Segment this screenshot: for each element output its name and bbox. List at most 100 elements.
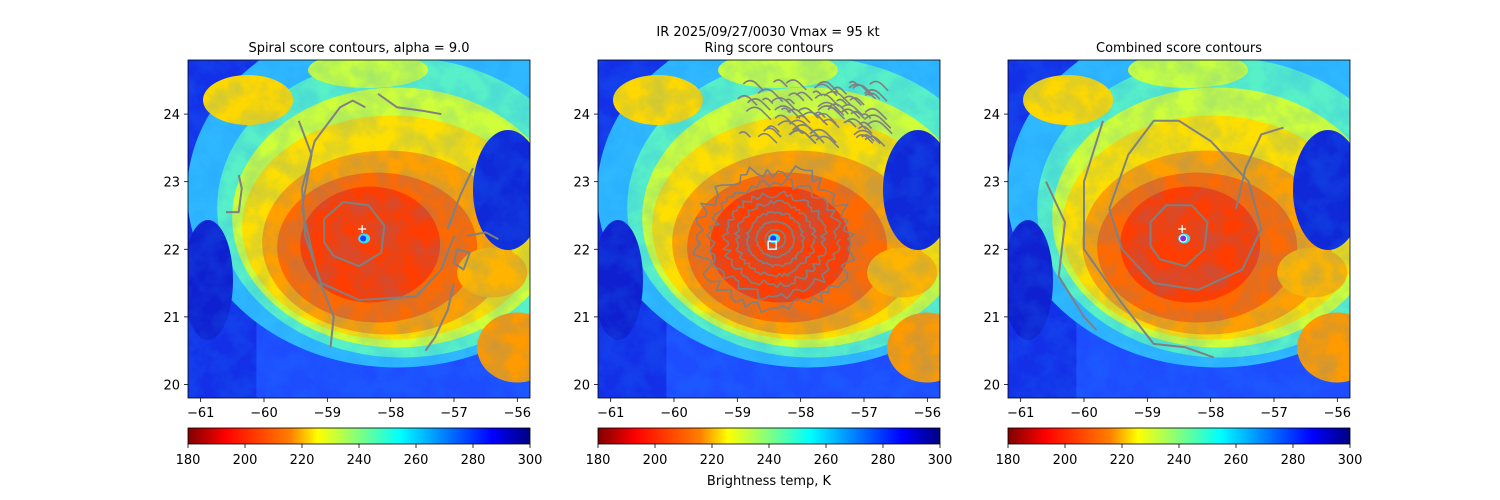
y-tick-label: 21 (573, 311, 590, 326)
ring-contour-fragment (814, 93, 840, 107)
colorbar-tick-label: 260 (814, 453, 839, 468)
x-tick-label: −61 (597, 406, 624, 421)
axes-frame (1007, 59, 1351, 399)
ring-center-square-marker (767, 240, 777, 250)
y-tick-label: 23 (983, 176, 1000, 191)
ring-contour-fragment (855, 134, 874, 144)
contour-line (1045, 181, 1098, 332)
ring-contour-fragment (848, 83, 872, 96)
y-tick-label: 20 (163, 378, 180, 393)
ring-contour-fragment (848, 80, 860, 87)
ring-contour-fragment (857, 125, 873, 134)
colorbar-tick-label: 180 (586, 453, 611, 468)
ring-contour-fragment (827, 103, 849, 115)
colorbar-tick-label: 240 (757, 453, 782, 468)
y-tick-label: 21 (163, 311, 180, 326)
panel-2: Ring score contours −61 −60 −59 −58 −57 −56 20 2… (573, 41, 952, 468)
contour-line (424, 282, 455, 352)
ring-contour-fragment (795, 115, 811, 124)
ring-contour-fragment (809, 128, 837, 144)
ring-contour-fragment (844, 118, 867, 130)
ring-contour-fragment (774, 114, 794, 125)
colorbar (1007, 427, 1351, 445)
y-tick-label: 21 (983, 311, 1000, 326)
ring-contour-fragment (773, 79, 788, 88)
x-tick-label: −58 (377, 406, 404, 421)
contour-line (1235, 126, 1284, 209)
x-tick-label: −59 (724, 406, 751, 421)
colorbar-label: Brightness temp, K (707, 474, 832, 489)
ring-contour-fragment (858, 121, 873, 129)
x-tick-label: −57 (1260, 406, 1287, 421)
brightness-temp-image (188, 60, 530, 398)
ring-contour-fragment (793, 124, 821, 139)
ring-contour (764, 228, 787, 250)
ring-contour-fragment (863, 89, 888, 102)
ring-contour-fragment (788, 129, 817, 145)
x-tick-label: −59 (1134, 406, 1161, 421)
contour-line (446, 167, 474, 230)
x-tick-label: −56 (504, 406, 531, 421)
ring-contour-fragment (771, 97, 796, 110)
y-tick-label: 23 (573, 176, 590, 191)
x-tick-label: −60 (1070, 406, 1097, 421)
ring-contour-fragment (864, 93, 877, 100)
x-tick-label: −57 (440, 406, 467, 421)
ring-contour (692, 165, 856, 314)
x-tick-label: −57 (850, 406, 877, 421)
y-tick-label: 22 (983, 243, 1000, 258)
colorbar-tick-label: 200 (643, 453, 668, 468)
colorbar-tick-label: 260 (404, 453, 429, 468)
ring-contour-fragment (815, 135, 840, 149)
ring-contour-fragment (785, 79, 807, 91)
ring-contour-fragment (850, 110, 865, 119)
contours (226, 92, 499, 352)
x-tick-label: −61 (1007, 406, 1034, 421)
axes-frame (187, 59, 531, 399)
ring-contour-fragment (853, 129, 881, 145)
x-tick-label: −58 (1197, 406, 1224, 421)
ring-contour-fragment (737, 94, 758, 106)
panel-title: Spiral score contours, alpha = 9.0 (248, 41, 469, 56)
colorbar-tick-label: 280 (871, 453, 896, 468)
colorbar-tick-label: 220 (1110, 453, 1135, 468)
axes-frame (597, 59, 941, 399)
contour-line (226, 174, 243, 214)
ring-contour-fragment (788, 92, 805, 102)
colorbar-tick-label: 280 (1281, 453, 1306, 468)
ring-contour-fragment (815, 112, 837, 125)
x-tick-label: −60 (250, 406, 277, 421)
first-guess-cross-marker (1178, 225, 1187, 233)
colorbar-tick-label: 220 (290, 453, 315, 468)
ring-contour-fragment (742, 79, 765, 92)
brightness-temp-image (598, 60, 940, 398)
contour-line (1083, 120, 1215, 359)
ring-contour (734, 199, 817, 278)
colorbar-tick-label: 180 (176, 453, 201, 468)
y-tick-label: 23 (163, 176, 180, 191)
ring-contour-fragment (822, 118, 840, 129)
ring-contour-fragment (849, 97, 865, 106)
ring-contour-fragment (827, 106, 841, 115)
colorbar-tick-label: 180 (996, 453, 1021, 468)
panel-1: Spiral score contours, alpha = 9.0 −61 −60… (163, 41, 543, 468)
contour-line (466, 231, 499, 240)
ring-contour-fragment (784, 98, 795, 105)
panel-3: Combined score contours −61 −60 −59 −58 −57 −5… (983, 41, 1362, 468)
y-tick-label: 22 (163, 243, 180, 258)
ring-contour (706, 178, 842, 301)
ring-contour-fragment (864, 135, 886, 147)
ring-contour-fragment (842, 95, 863, 106)
panel-title: Combined score contours (1096, 41, 1262, 56)
ring-contour-fragment (863, 114, 892, 129)
colorbar-tick-label: 220 (700, 453, 725, 468)
contour-line (323, 201, 386, 268)
x-tick-label: −56 (914, 406, 941, 421)
ring-contour-fragment (817, 101, 845, 116)
colorbar-tick-label: 260 (1224, 453, 1249, 468)
colorbar-tick-label: 300 (518, 453, 543, 468)
ring-contour-fragment (777, 120, 805, 135)
brightness-temp-image (1008, 60, 1350, 398)
contour-line (1149, 204, 1209, 268)
colorbar-tick-label: 280 (461, 453, 486, 468)
